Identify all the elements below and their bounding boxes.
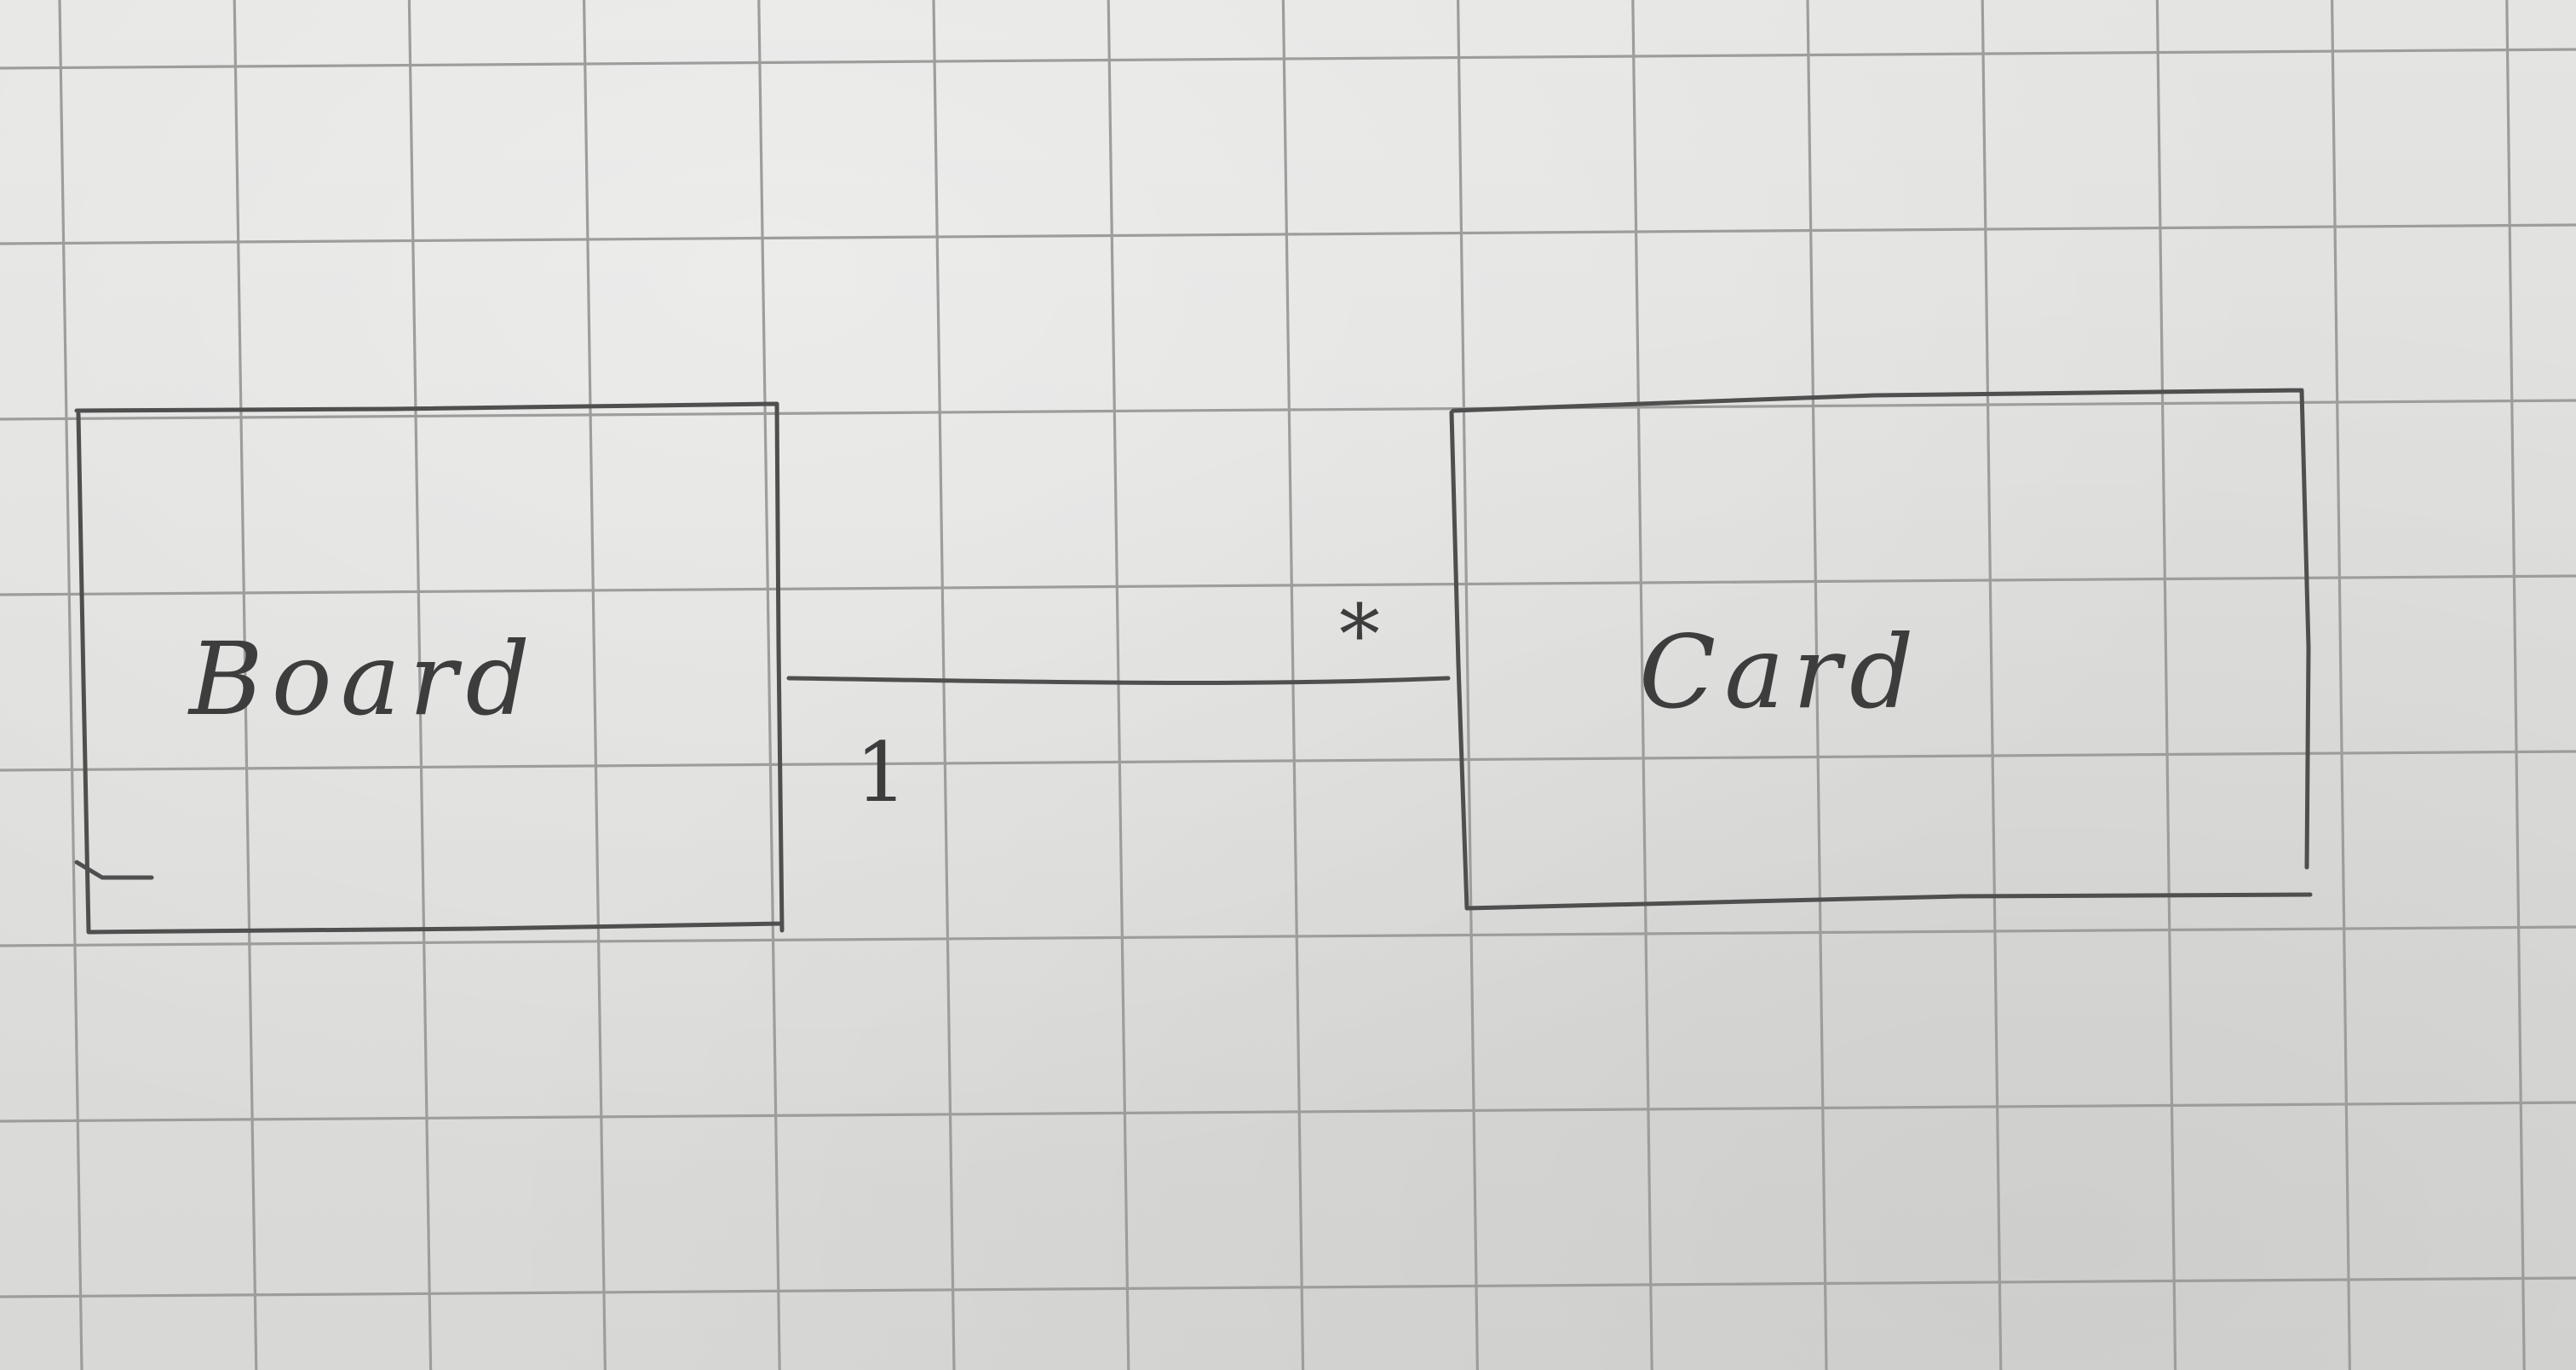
grid-line-vertical [583,0,607,1370]
class-name-board: Board [187,620,538,738]
grid-line-vertical [1806,0,1828,1370]
grid-line-vertical [2155,0,2177,1370]
grid-line-vertical [1981,0,2003,1370]
grid-line-horizontal [0,925,2576,947]
grid-line-horizontal [0,48,2576,70]
class-box-card-outline [1449,388,2313,911]
grid-line-vertical [58,0,83,1370]
multiplicity-card-end: * [1339,587,1380,682]
class-box-board[interactable]: Board [74,401,785,935]
grid-line-horizontal [0,223,2576,245]
grid-line-vertical [233,0,258,1370]
grid-line-horizontal [0,574,2576,596]
association-line [786,676,1451,685]
grid-line-horizontal [0,1101,2576,1123]
grid-line-vertical [932,0,956,1370]
grid-line-vertical [2331,0,2351,1370]
grid-line-vertical [2505,0,2526,1370]
grid-line-horizontal [0,750,2576,772]
grid-line-vertical [1281,0,1305,1370]
grid-line-vertical [1631,0,1653,1370]
grid-line-vertical [407,0,433,1370]
grid-line-vertical [757,0,781,1370]
class-name-card: Card [1639,613,1923,731]
grid-line-vertical [1457,0,1479,1370]
multiplicity-board-end: 1 [855,725,907,820]
grid-line-vertical [1107,0,1130,1370]
grid-line-horizontal [0,1276,2576,1298]
grid-line-horizontal [0,399,2576,421]
class-box-board-outline [74,401,785,935]
class-box-card[interactable]: Card [1449,388,2313,911]
